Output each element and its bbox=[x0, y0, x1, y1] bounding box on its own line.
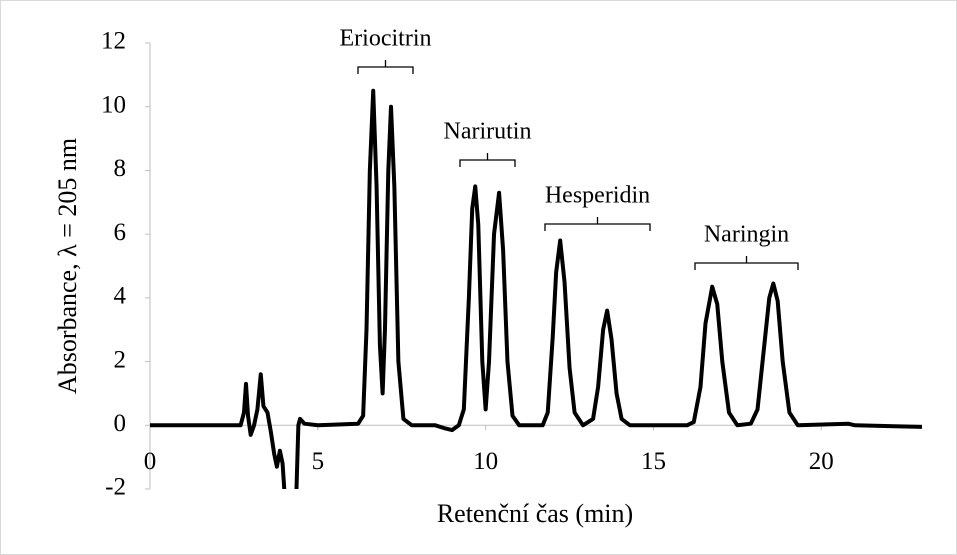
y-tick-label: 8 bbox=[114, 155, 127, 182]
x-tick-label: 15 bbox=[641, 448, 666, 475]
annotation-label: Hesperidin bbox=[545, 183, 650, 209]
annotation-bracket bbox=[694, 256, 799, 270]
y-tick-label: 6 bbox=[114, 219, 127, 246]
y-tick-label: 4 bbox=[114, 283, 127, 310]
x-tick-label: 10 bbox=[473, 448, 498, 475]
annotation-label: Narirutin bbox=[444, 119, 532, 145]
annotation-label: Naringin bbox=[704, 222, 789, 248]
annotation-bracket bbox=[357, 60, 414, 74]
x-tick-label: 0 bbox=[144, 448, 157, 475]
y-axis-title: Absorbance, λ = 205 nm bbox=[53, 138, 82, 394]
annotation-bracket bbox=[544, 217, 651, 231]
chromatogram-line bbox=[150, 88, 923, 489]
annotation-label: Eriocitrin bbox=[340, 26, 432, 52]
x-tick-label: 5 bbox=[312, 448, 325, 475]
x-axis-title: Retenční čas (min) bbox=[437, 499, 633, 528]
y-tick-label: -2 bbox=[105, 474, 126, 501]
x-tick-label: 20 bbox=[809, 448, 834, 475]
y-tick-label: 2 bbox=[114, 346, 127, 373]
annotation-bracket bbox=[459, 153, 516, 167]
y-tick-label: 10 bbox=[101, 91, 126, 118]
y-tick-label: 12 bbox=[101, 28, 126, 55]
y-tick-label: 0 bbox=[114, 410, 127, 437]
